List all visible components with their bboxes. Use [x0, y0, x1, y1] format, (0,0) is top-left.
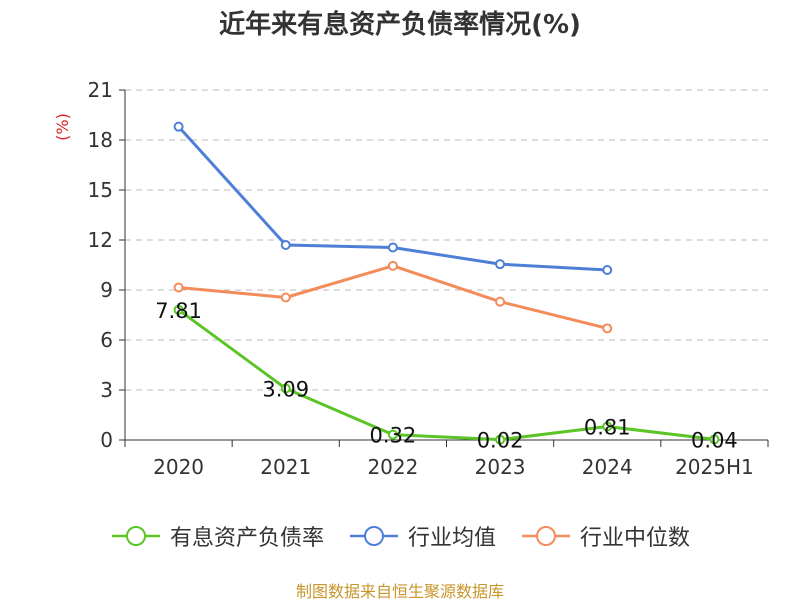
x-tick-label: 2025H1 — [675, 455, 754, 479]
y-tick-label: 12 — [88, 228, 113, 252]
x-tick-label: 2024 — [582, 455, 633, 479]
legend-label: 行业中位数 — [580, 526, 691, 551]
y-tick-label: 9 — [100, 278, 113, 302]
x-tick-label: 2022 — [367, 455, 418, 479]
data-point[interactable] — [173, 121, 184, 132]
data-point[interactable] — [495, 259, 506, 270]
data-point[interactable] — [495, 434, 506, 445]
legend-marker-icon — [111, 526, 160, 546]
legend-marker-icon — [522, 526, 570, 546]
data-point[interactable] — [173, 304, 184, 315]
data-point[interactable] — [602, 323, 613, 334]
data-point[interactable] — [709, 434, 720, 445]
data-label: 3.09 — [262, 378, 309, 402]
source-note: 制图数据来自恒生聚源数据库 — [295, 582, 504, 601]
data-point[interactable] — [387, 260, 398, 271]
data-label: 0.32 — [370, 424, 417, 448]
y-tick-label: 3 — [100, 378, 113, 402]
legend-item-series-2[interactable]: 行业中位数 — [520, 520, 690, 552]
legend-label: 行业均值 — [407, 526, 496, 551]
y-axis-label: (%) — [53, 113, 72, 141]
x-tick-label: 2023 — [475, 455, 526, 479]
series-line-2 — [178, 264, 608, 330]
data-point[interactable] — [602, 421, 613, 432]
data-point[interactable] — [387, 242, 398, 253]
y-tick-label: 0 — [100, 428, 113, 452]
data-label: 0.81 — [584, 416, 631, 440]
series-line-0 — [177, 308, 715, 442]
y-tick-label: 6 — [100, 328, 113, 352]
legend-label: 有息资产负债率 — [169, 526, 324, 551]
data-point[interactable] — [387, 429, 398, 440]
axes: 0 3 6 9 12 15 18 21 2020 2021 2022 2023 2024 2025H1 — [88, 78, 769, 479]
chart-title: 近年来有息资产负债率情况(%) — [219, 10, 581, 40]
data-point[interactable] — [280, 292, 291, 303]
data-point[interactable] — [280, 383, 291, 394]
grid-lines — [125, 89, 768, 391]
series-lines — [173, 121, 720, 445]
legend-marker-icon — [349, 526, 398, 546]
data-label: 0.04 — [691, 428, 738, 452]
legend-item-series-0[interactable]: 有息资产负债率 — [110, 520, 324, 552]
data-label: 7.81 — [155, 299, 202, 323]
data-label: 0.02 — [477, 429, 524, 453]
legend-item-series-1[interactable]: 行业均值 — [348, 520, 496, 552]
y-tick-label: 18 — [88, 128, 113, 152]
data-point[interactable] — [495, 296, 506, 307]
data-point[interactable] — [602, 265, 613, 275]
data-point[interactable] — [173, 282, 184, 293]
x-tick-label: 2021 — [260, 455, 311, 479]
x-tick-label: 2020 — [153, 455, 204, 479]
y-tick-label: 21 — [88, 78, 113, 102]
y-tick-label: 15 — [88, 178, 113, 202]
legend: 有息资产负债率 行业均值 行业中位数 — [0, 520, 800, 552]
data-labels: 7.81 3.09 0.32 0.02 0.81 0.04 — [155, 299, 738, 453]
data-point[interactable] — [280, 240, 291, 250]
